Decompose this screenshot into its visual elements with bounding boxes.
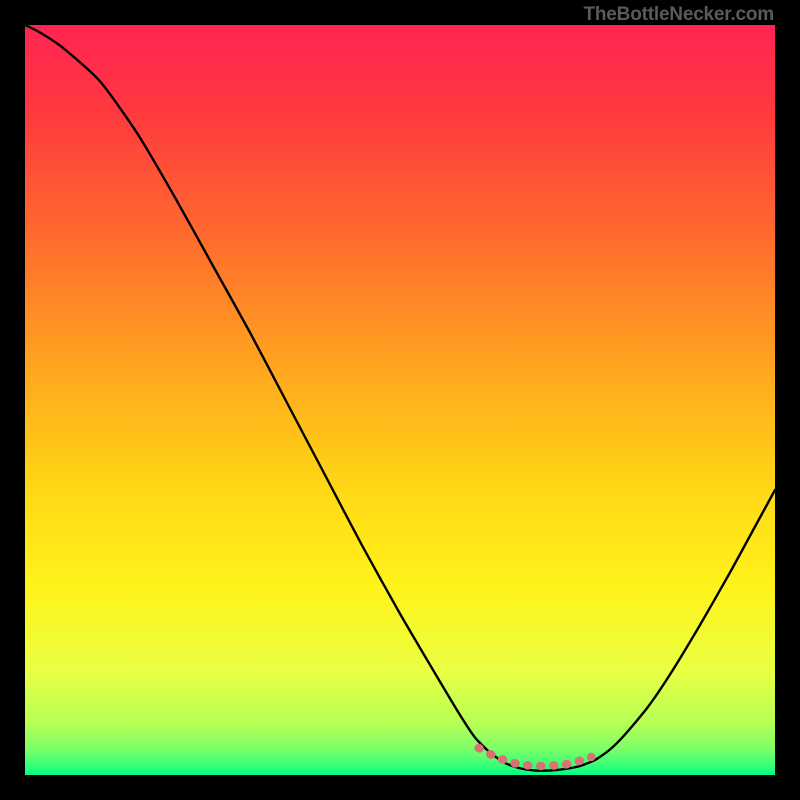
chart-svg <box>25 25 775 775</box>
gradient-background <box>25 25 775 775</box>
plot-area <box>25 25 775 775</box>
attribution-label: TheBottleNecker.com <box>584 4 775 26</box>
